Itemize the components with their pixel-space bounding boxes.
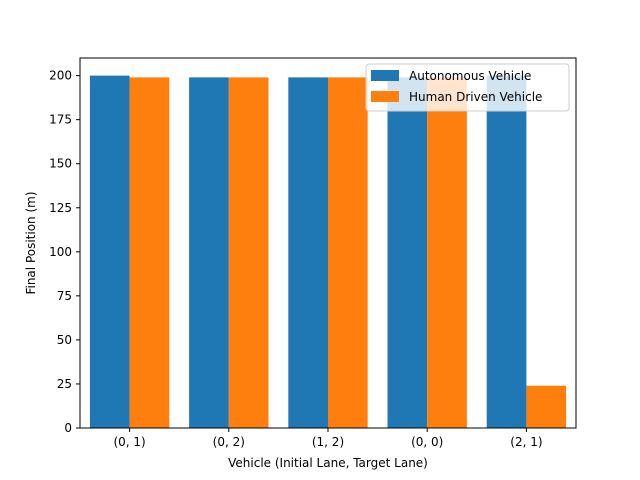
bar	[189, 77, 229, 428]
axes-layer: 0 25 50 75 100 125 150 175 200 (0, 1) (0, 2) (1, 2)…	[49, 57, 577, 449]
bar	[486, 75, 527, 428]
legend: Autonomous Vehicle Human Driven Vehicle	[365, 63, 570, 112]
x-axis-label: Vehicle (Initial Lane, Target Lane)	[228, 456, 428, 470]
x-tick-label: (2, 1)	[510, 435, 542, 449]
y-tick-label: 175	[49, 113, 72, 127]
x-tick-label: (0, 0)	[411, 435, 443, 449]
y-tick-label: 150	[49, 157, 72, 171]
y-tick-label: 25	[57, 377, 72, 391]
legend-label: Human Driven Vehicle	[409, 90, 542, 104]
x-tick-label: (0, 1)	[113, 435, 145, 449]
y-tick-label: 0	[64, 421, 72, 435]
bar	[328, 77, 368, 428]
bar	[526, 385, 567, 428]
y-tick-label: 50	[57, 333, 72, 347]
x-tick-label: (1, 2)	[312, 435, 344, 449]
legend-label: Autonomous Vehicle	[409, 69, 531, 83]
legend-swatch	[371, 70, 399, 81]
bar	[228, 77, 269, 428]
legend-box	[365, 63, 570, 112]
y-axis-label: Final Position (m)	[24, 191, 38, 294]
y-tick-label: 200	[49, 69, 72, 83]
y-tick-label: 100	[49, 245, 72, 259]
legend-swatch	[371, 91, 399, 102]
bar	[387, 77, 428, 428]
bars-layer	[89, 75, 567, 428]
y-tick-label: 75	[57, 289, 72, 303]
bar	[427, 77, 467, 428]
bar	[89, 75, 130, 428]
bar	[288, 77, 328, 428]
bar	[129, 77, 170, 428]
y-tick-label: 125	[49, 201, 72, 215]
x-tick-label: (0, 2)	[213, 435, 245, 449]
